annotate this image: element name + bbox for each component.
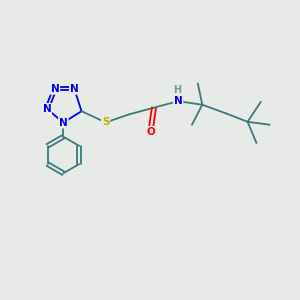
Text: H: H	[173, 85, 181, 95]
Text: S: S	[102, 117, 110, 128]
Text: N: N	[59, 118, 68, 128]
Text: O: O	[146, 127, 155, 137]
Text: N: N	[70, 84, 79, 94]
Text: N: N	[43, 104, 51, 114]
Text: N: N	[51, 84, 59, 94]
Text: N: N	[174, 96, 182, 106]
